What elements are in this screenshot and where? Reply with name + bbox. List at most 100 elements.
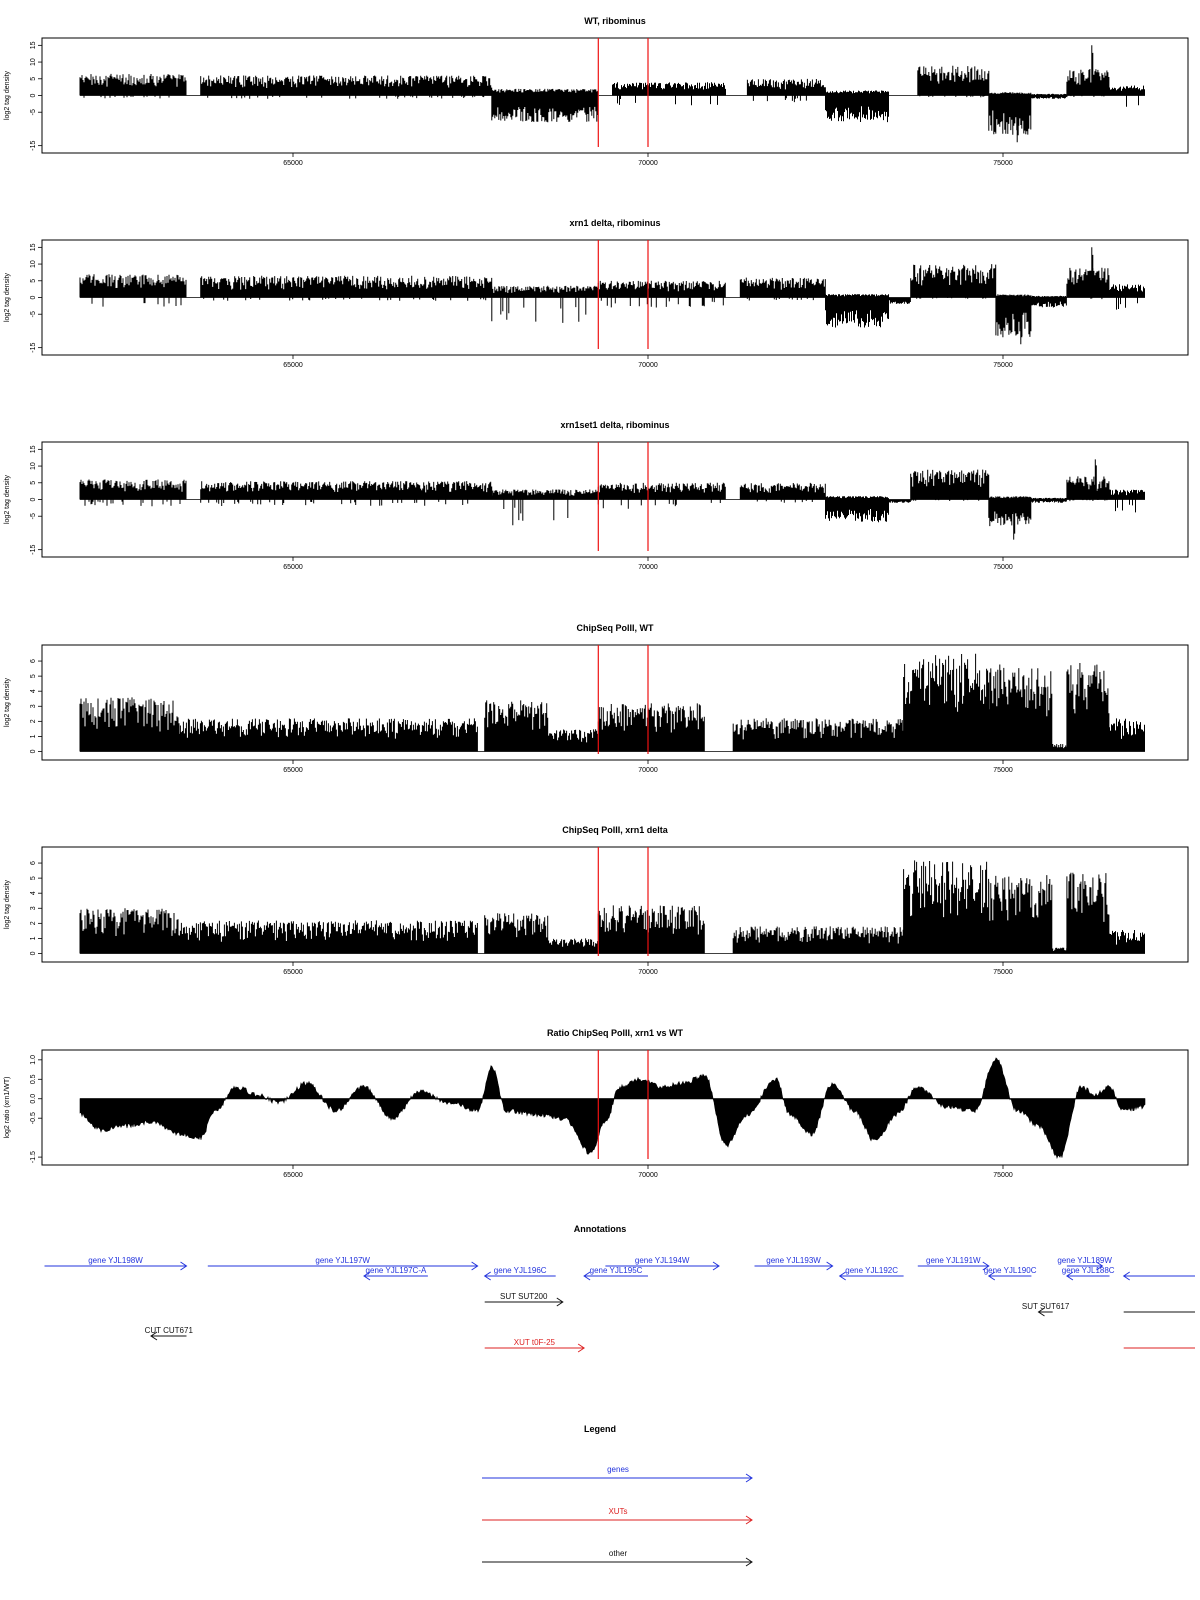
arrow-head <box>483 1271 491 1281</box>
annotation-feature: gene YJL197C-A <box>363 1266 428 1281</box>
y-tick-label: 2 <box>30 719 37 723</box>
annotations-title: Annotations <box>574 1224 627 1234</box>
annotation-feature: gene YJL198W <box>44 1256 188 1271</box>
panel-title: xrn1set1 delta, ribominus <box>560 420 669 430</box>
legend-label: other <box>609 1549 628 1558</box>
arrow-head <box>1037 1307 1045 1317</box>
panel-title: xrn1 delta, ribominus <box>569 218 660 228</box>
panel-6: Ratio ChipSeq PolII, xrn1 vs WT 1.0 0.5 0.0… <box>4 1028 1189 1179</box>
y-tick-label: 4 <box>30 891 37 895</box>
x-tick-label: 75000 <box>993 1172 1013 1179</box>
y-tick-label: 3 <box>30 704 37 708</box>
plot-frame <box>41 846 1189 963</box>
y-axis: 15 10 5 0 -5 -15 <box>30 41 42 151</box>
x-tick-label: 65000 <box>283 564 303 571</box>
legend-entry: other <box>482 1549 753 1567</box>
annotation-feature: XUT t0F-25 <box>484 1338 586 1353</box>
y-axis-label: log2 tag density <box>4 677 11 727</box>
x-axis: 65000 70000 75000 <box>283 760 1013 774</box>
plot-frame <box>41 1049 1189 1166</box>
x-tick-label: 70000 <box>638 1172 658 1179</box>
y-tick-label: -15 <box>30 140 37 150</box>
annotation-feature: gene YJL192C <box>838 1266 904 1281</box>
annotation-feature: SUT SUT617 <box>1022 1302 1070 1317</box>
legend-label: XUTs <box>608 1507 627 1516</box>
annotation-feature <box>1122 1271 1195 1281</box>
y-axis-label: log2 tag density <box>4 879 11 929</box>
annotation-label: gene YJL189W <box>1057 1256 1112 1265</box>
x-tick-label: 70000 <box>638 564 658 571</box>
y-tick-label: 6 <box>30 861 37 865</box>
annotation-feature: gene YJL188C <box>1062 1266 1115 1281</box>
y-tick-label: 10 <box>30 462 37 470</box>
annotation-label: gene YJL196C <box>494 1266 547 1275</box>
x-tick-label: 75000 <box>993 160 1013 167</box>
y-tick-label: 0.5 <box>30 1074 37 1084</box>
annotation-feature: gene YJL196C <box>483 1266 556 1281</box>
annotation-label: XUT t0F-25 <box>514 1338 556 1347</box>
panel-title: ChipSeq PolII, WT <box>577 623 654 633</box>
arrow-head <box>745 1515 753 1525</box>
x-axis: 65000 70000 75000 <box>283 1165 1013 1179</box>
arrow-head <box>712 1261 720 1271</box>
y-tick-label: 6 <box>30 659 37 663</box>
annotation-label: gene YJL190C <box>984 1266 1037 1275</box>
signal-bars-negative <box>84 499 1136 527</box>
y-tick-label: -1.5 <box>30 1151 37 1163</box>
arrow-head <box>1065 1271 1074 1281</box>
y-tick-label: 15 <box>30 243 37 251</box>
x-tick-label: 75000 <box>993 969 1013 976</box>
y-tick-label: -5 <box>30 513 37 519</box>
y-tick-label: 15 <box>30 41 37 49</box>
arrow-head <box>826 1261 834 1271</box>
y-tick-label: 0 <box>30 951 37 955</box>
arrow-head <box>982 1261 990 1271</box>
y-tick-label: 0 <box>30 295 37 299</box>
arrow-head <box>180 1261 188 1271</box>
y-tick-label: 0 <box>30 93 37 97</box>
annotation-feature: gene YJL195C <box>583 1266 648 1281</box>
y-tick-label: -5 <box>30 311 37 317</box>
panel-title: WT, ribominus <box>584 16 646 26</box>
plot-frame <box>41 644 1189 761</box>
annotation-label: gene YJL197C-A <box>366 1266 427 1275</box>
legend: Legend genes XUTs other <box>482 1424 753 1567</box>
y-axis: 0 1 2 3 4 5 6 <box>30 861 42 955</box>
arrow-head <box>1122 1271 1130 1281</box>
x-axis: 65000 70000 75000 <box>283 962 1013 976</box>
y-tick-label: 0 <box>30 749 37 753</box>
panel-title: ChipSeq PolII, xrn1 delta <box>562 825 669 835</box>
y-axis-label: log2 tag density <box>4 272 11 322</box>
y-axis: 1.0 0.5 0.0 -0.5 -1.5 <box>30 1055 42 1163</box>
y-tick-label: 3 <box>30 906 37 910</box>
arrow-head <box>556 1297 564 1307</box>
panel-title: Ratio ChipSeq PolII, xrn1 vs WT <box>547 1028 684 1038</box>
y-axis-label: log2 ratio (xrn1/WT) <box>4 1077 11 1139</box>
x-tick-label: 65000 <box>283 362 303 369</box>
y-tick-label: -0.5 <box>30 1112 37 1124</box>
y-tick-label: 2 <box>30 921 37 925</box>
annotation-label: SUT SUT617 <box>1022 1302 1070 1311</box>
x-tick-label: 75000 <box>993 362 1013 369</box>
y-tick-label: 5 <box>30 77 37 81</box>
y-tick-label: 10 <box>30 260 37 268</box>
x-tick-label: 65000 <box>283 1172 303 1179</box>
signal-bars-positive <box>79 45 1145 143</box>
arrow-head <box>1096 1261 1104 1271</box>
y-axis: 15 10 5 0 -5 -15 <box>30 243 42 353</box>
annotation-feature: CUT CUT671 <box>145 1326 193 1341</box>
y-tick-label: 10 <box>30 58 37 66</box>
legend-entry: XUTs <box>482 1507 753 1525</box>
annotation-feature: SUT SUT200 <box>484 1292 564 1307</box>
signal-bars-negative <box>83 95 1139 135</box>
y-tick-label: 5 <box>30 876 37 880</box>
y-tick-label: -5 <box>30 109 37 115</box>
arrow-head <box>583 1271 591 1281</box>
annotation-label: gene YJL198W <box>88 1256 143 1265</box>
x-tick-label: 65000 <box>283 969 303 976</box>
arrow-head <box>471 1261 479 1271</box>
x-axis: 65000 70000 75000 <box>283 153 1013 167</box>
x-axis: 65000 70000 75000 <box>283 557 1013 571</box>
